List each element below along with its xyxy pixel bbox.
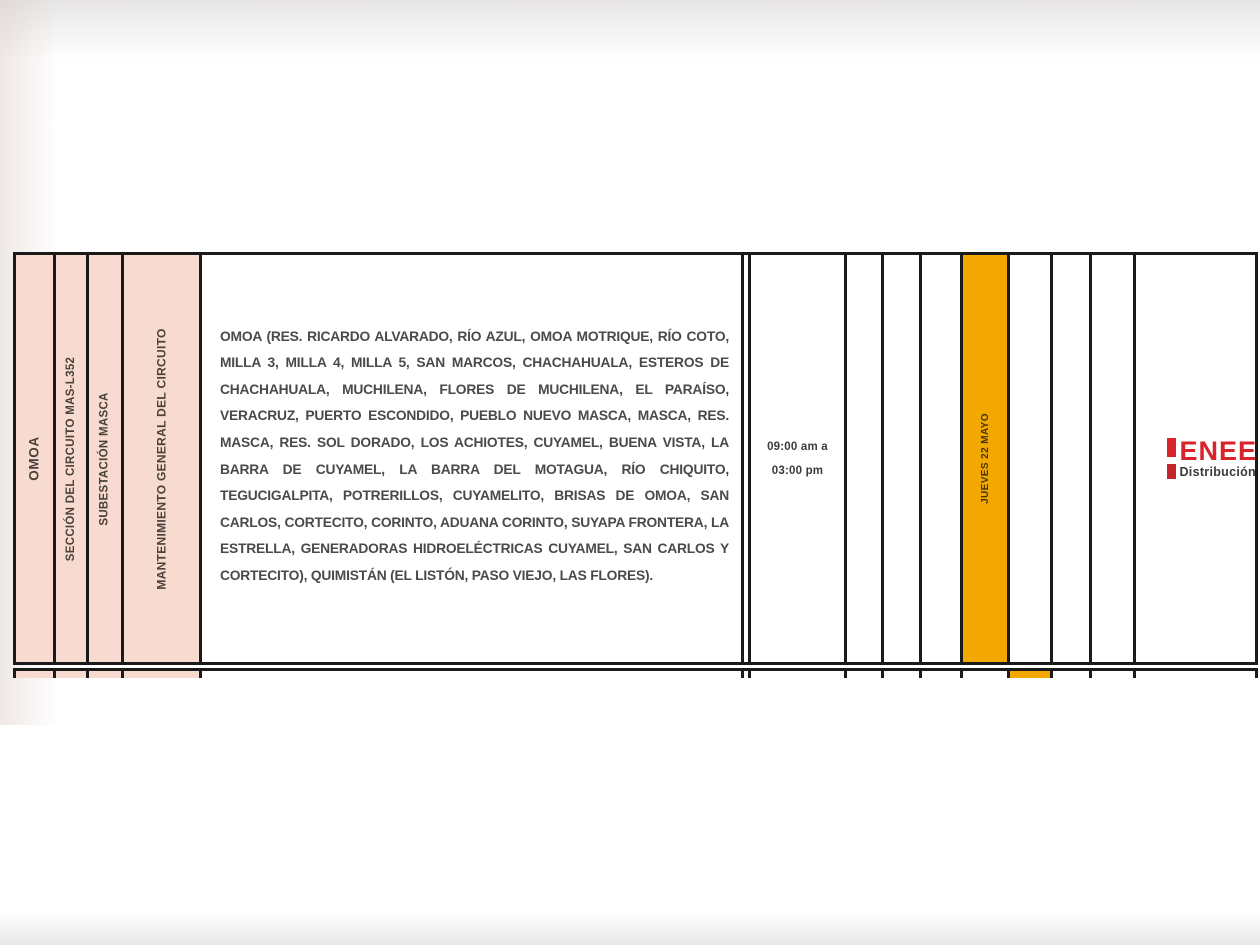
substation-label: SUBESTACIÓN MASCA [99,391,111,526]
next-row-brand-cell [1136,671,1255,678]
circuit-section-label: SECCIÓN DEL CIRCUITO MAS-L352 [65,356,78,561]
substation-cell: SUBESTACIÓN MASCA [89,255,124,662]
next-row-day-column-2 [884,671,922,678]
next-row-time-cell [751,671,847,678]
enee-logo: ENEE Distribución [1167,438,1257,479]
background-gradient-bottom [0,911,1260,945]
day-column-2 [884,255,922,662]
circuit-section-cell: SECCIÓN DEL CIRCUITO MAS-L352 [56,255,89,662]
next-schedule-row-partial [13,668,1258,678]
time-range-cell: 09:00 am a 03:00 pm [751,255,847,662]
outage-schedule-row: OMOA SECCIÓN DEL CIRCUITO MAS-L352 SUBES… [13,252,1258,665]
brand-name: ENEE [1179,436,1257,467]
day-column-6 [1053,255,1092,662]
next-row-day-column-6 [1053,671,1092,678]
background-gradient-top [0,0,1260,62]
work-type-label: MANTENIMIENTO GENERAL DEL CIRCUITO [154,327,169,590]
next-row-scheduled-day-cell-highlighted [1010,671,1053,678]
next-row-substation-cell [89,671,124,678]
enee-logo-text: ENEE Distribución [1179,438,1257,479]
next-row-day-column-3 [922,671,963,678]
brand-cell: ENEE Distribución [1136,255,1257,662]
enee-flag-bottom [1167,464,1177,479]
time-range-line1: 09:00 am a [767,440,828,453]
affected-areas-text: OMOA (RES. RICARDO ALVARADO, RÍO AZUL, O… [220,328,729,583]
region-cell: OMOA [16,255,56,662]
divider-spacer-cell [744,255,751,662]
day-column-1 [847,255,884,662]
next-row-areas-cell [202,671,744,678]
next-row-day-column-7 [1092,671,1136,678]
day-column-3 [922,255,963,662]
next-row-region-cell [16,671,56,678]
scheduled-day-label: JUEVES 22 MAYO [979,413,991,504]
brand-subtitle: Distribución [1179,465,1256,480]
next-row-day-column-4 [963,671,1010,678]
next-row-work-type-cell [124,671,202,678]
enee-flag-gap [1167,456,1177,465]
affected-areas-cell: OMOA (RES. RICARDO ALVARADO, RÍO AZUL, O… [202,255,744,662]
enee-flag-icon [1167,438,1177,479]
scheduled-day-cell-highlighted: JUEVES 22 MAYO [963,255,1010,662]
enee-flag-top [1167,438,1177,457]
region-label: OMOA [27,436,42,481]
time-range-line2: 03:00 pm [771,464,824,477]
day-column-7 [1092,255,1136,662]
next-row-spacer-cell [744,671,751,678]
day-column-5 [1010,255,1053,662]
next-row-circuit-cell [56,671,89,678]
work-type-cell: MANTENIMIENTO GENERAL DEL CIRCUITO [124,255,202,662]
next-row-day-column-1 [847,671,884,678]
